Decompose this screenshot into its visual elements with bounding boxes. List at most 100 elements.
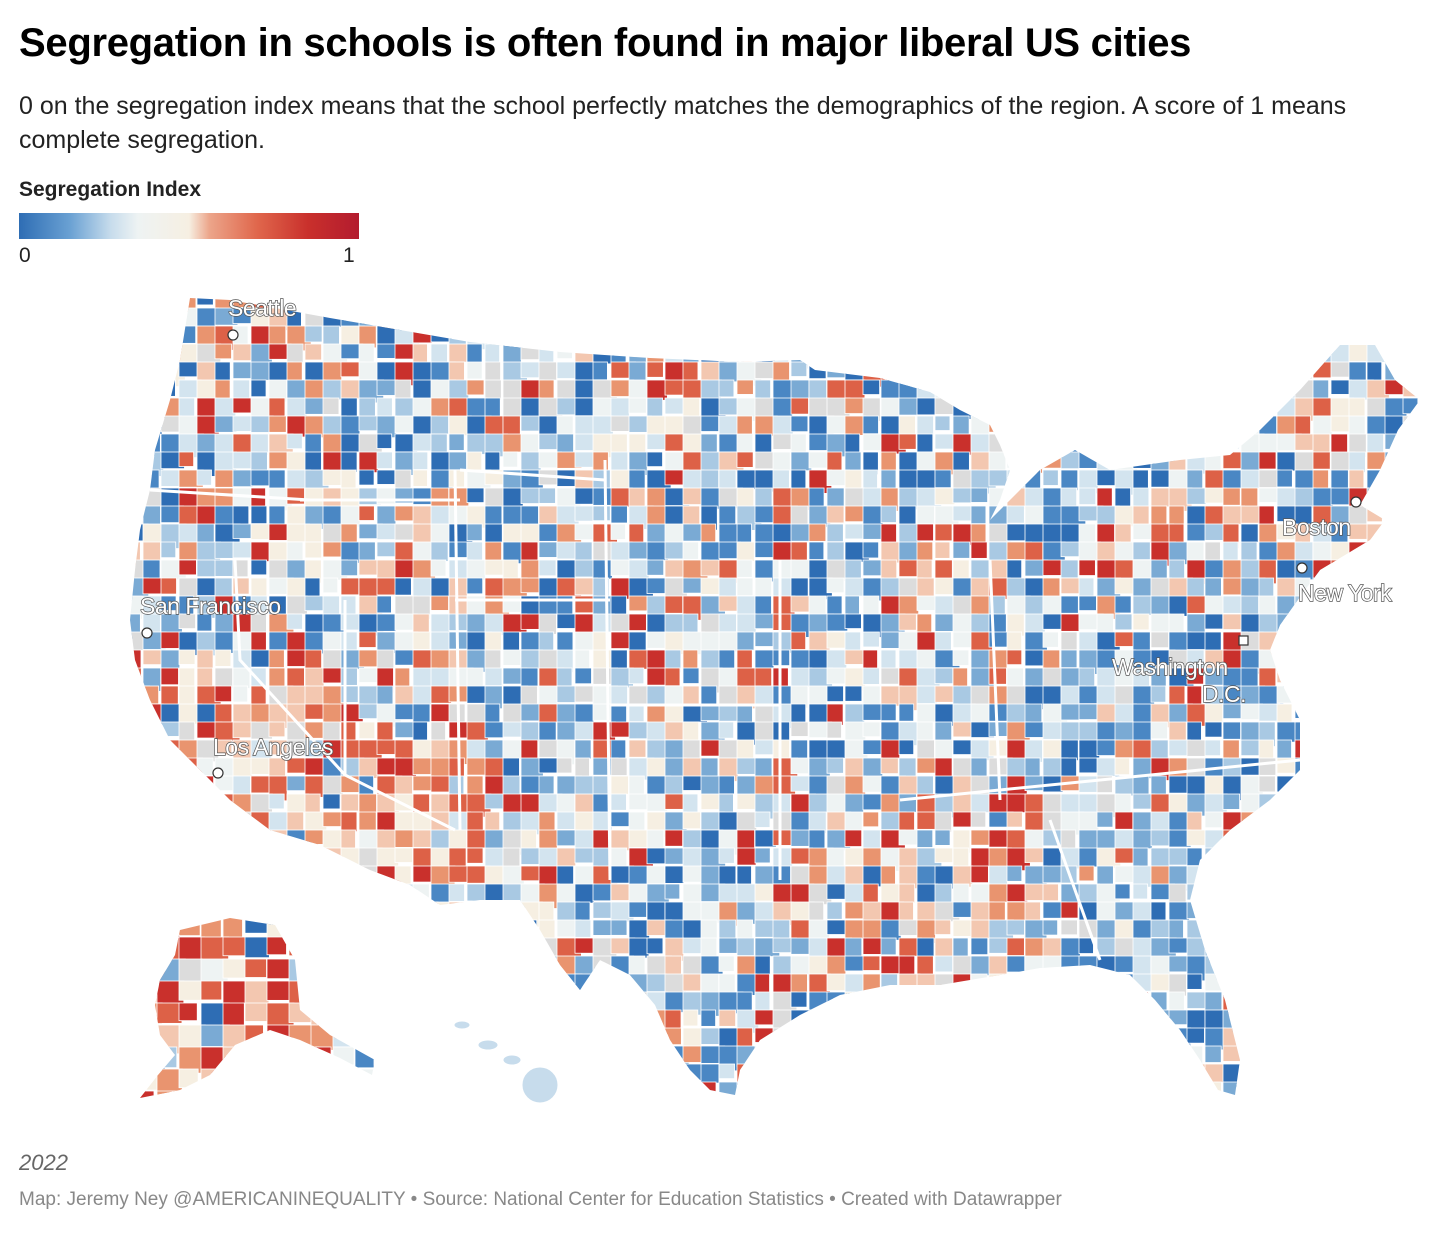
county-tile[interactable] [790,307,808,324]
county-tile[interactable] [200,1068,225,1088]
county-tile[interactable] [1204,290,1230,310]
county-tile[interactable] [1421,1010,1439,1034]
county-tile[interactable] [1384,721,1403,743]
county-tile[interactable] [1132,1009,1158,1028]
county-tile[interactable] [1078,595,1097,611]
county-tile[interactable] [1096,397,1115,413]
county-tile[interactable] [988,1081,1007,1097]
county-tile[interactable] [1042,1027,1069,1047]
county-tile[interactable] [646,847,667,865]
county-tile[interactable] [466,847,484,864]
county-tile[interactable] [1078,775,1099,793]
county-tile[interactable] [502,973,522,996]
county-tile[interactable] [538,307,560,324]
county-tile[interactable] [322,937,341,959]
county-tile[interactable] [1240,290,1267,314]
county-tile[interactable] [1222,361,1249,381]
county-tile[interactable] [1348,829,1372,855]
county-tile[interactable] [1384,811,1401,835]
county-tile[interactable] [1348,325,1373,349]
county-tile[interactable] [1024,451,1043,474]
county-tile[interactable] [1384,523,1405,540]
county-tile[interactable] [160,775,185,795]
county-tile[interactable] [988,290,1007,310]
county-tile[interactable] [1042,559,1062,576]
county-tile[interactable] [1294,703,1311,719]
county-tile[interactable] [502,649,521,666]
county-tile[interactable] [898,1063,923,1082]
county-tile[interactable] [250,829,270,852]
county-tile[interactable] [322,469,343,486]
county-tile[interactable] [394,1027,415,1054]
county-tile[interactable] [1222,883,1245,901]
county-tile[interactable] [808,433,828,451]
county-tile[interactable] [682,1081,701,1103]
county-tile[interactable] [1312,1045,1330,1062]
county-tile[interactable] [880,667,900,685]
county-tile[interactable] [736,937,755,956]
county-tile[interactable] [1258,847,1279,867]
county-tile[interactable] [430,685,452,704]
county-tile[interactable] [646,307,662,327]
county-tile[interactable] [1276,290,1298,311]
county-tile[interactable] [1114,325,1133,352]
county-tile[interactable] [196,883,221,906]
county-tile[interactable] [1366,487,1387,505]
county-tile[interactable] [1042,307,1068,329]
county-tile[interactable] [1294,883,1315,908]
county-tile[interactable] [160,847,182,867]
county-tile[interactable] [340,919,359,945]
county-tile[interactable] [232,469,254,488]
county-tile[interactable] [1060,523,1080,545]
county-tile[interactable] [1186,361,1204,379]
county-tile[interactable] [1060,379,1078,402]
county-tile[interactable] [1402,595,1425,618]
county-tile[interactable] [826,685,844,702]
county-tile[interactable] [1384,901,1406,924]
county-tile[interactable] [1421,470,1442,490]
county-tile[interactable] [646,325,672,344]
county-tile[interactable] [286,1045,311,1070]
county-tile[interactable] [556,1009,580,1030]
county-tile[interactable] [718,883,740,905]
county-tile[interactable] [736,739,755,761]
county-tile[interactable] [700,1081,717,1105]
county-tile[interactable] [466,559,486,581]
county-tile[interactable] [1330,919,1354,945]
county-tile[interactable] [1078,397,1096,414]
county-tile[interactable] [952,631,974,649]
county-tile[interactable] [322,991,343,1012]
county-tile[interactable] [934,721,953,742]
county-tile[interactable] [916,1063,933,1085]
county-tile[interactable] [142,937,167,958]
seattle-dot[interactable] [227,329,239,341]
county-tile[interactable] [142,1045,167,1065]
county-tile[interactable] [970,1063,995,1085]
county-tile[interactable] [1258,991,1283,1009]
county-tile[interactable] [1150,613,1171,633]
county-tile[interactable] [520,613,541,630]
county-tile[interactable] [125,290,146,311]
county-tile[interactable] [826,325,851,350]
county-tile[interactable] [1294,290,1316,306]
county-tile[interactable] [322,631,342,650]
county-tile[interactable] [1042,631,1059,648]
county-tile[interactable] [610,1009,634,1033]
county-tile[interactable] [988,307,1009,329]
county-tile[interactable] [1042,1081,1067,1103]
county-tile[interactable] [502,901,521,927]
county-tile[interactable] [1330,757,1349,776]
county-tile[interactable] [1421,326,1437,347]
county-tile[interactable] [178,649,196,665]
county-tile[interactable] [610,343,627,363]
county-tile[interactable] [340,595,357,616]
county-tile[interactable] [808,541,825,560]
county-tile[interactable] [538,541,558,558]
county-tile[interactable] [556,613,576,629]
county-tile[interactable] [214,1063,235,1089]
county-tile[interactable] [142,469,160,491]
county-tile[interactable] [610,325,629,348]
county-tile[interactable] [1312,703,1331,727]
county-tile[interactable] [1366,667,1389,688]
county-tile[interactable] [772,290,797,310]
